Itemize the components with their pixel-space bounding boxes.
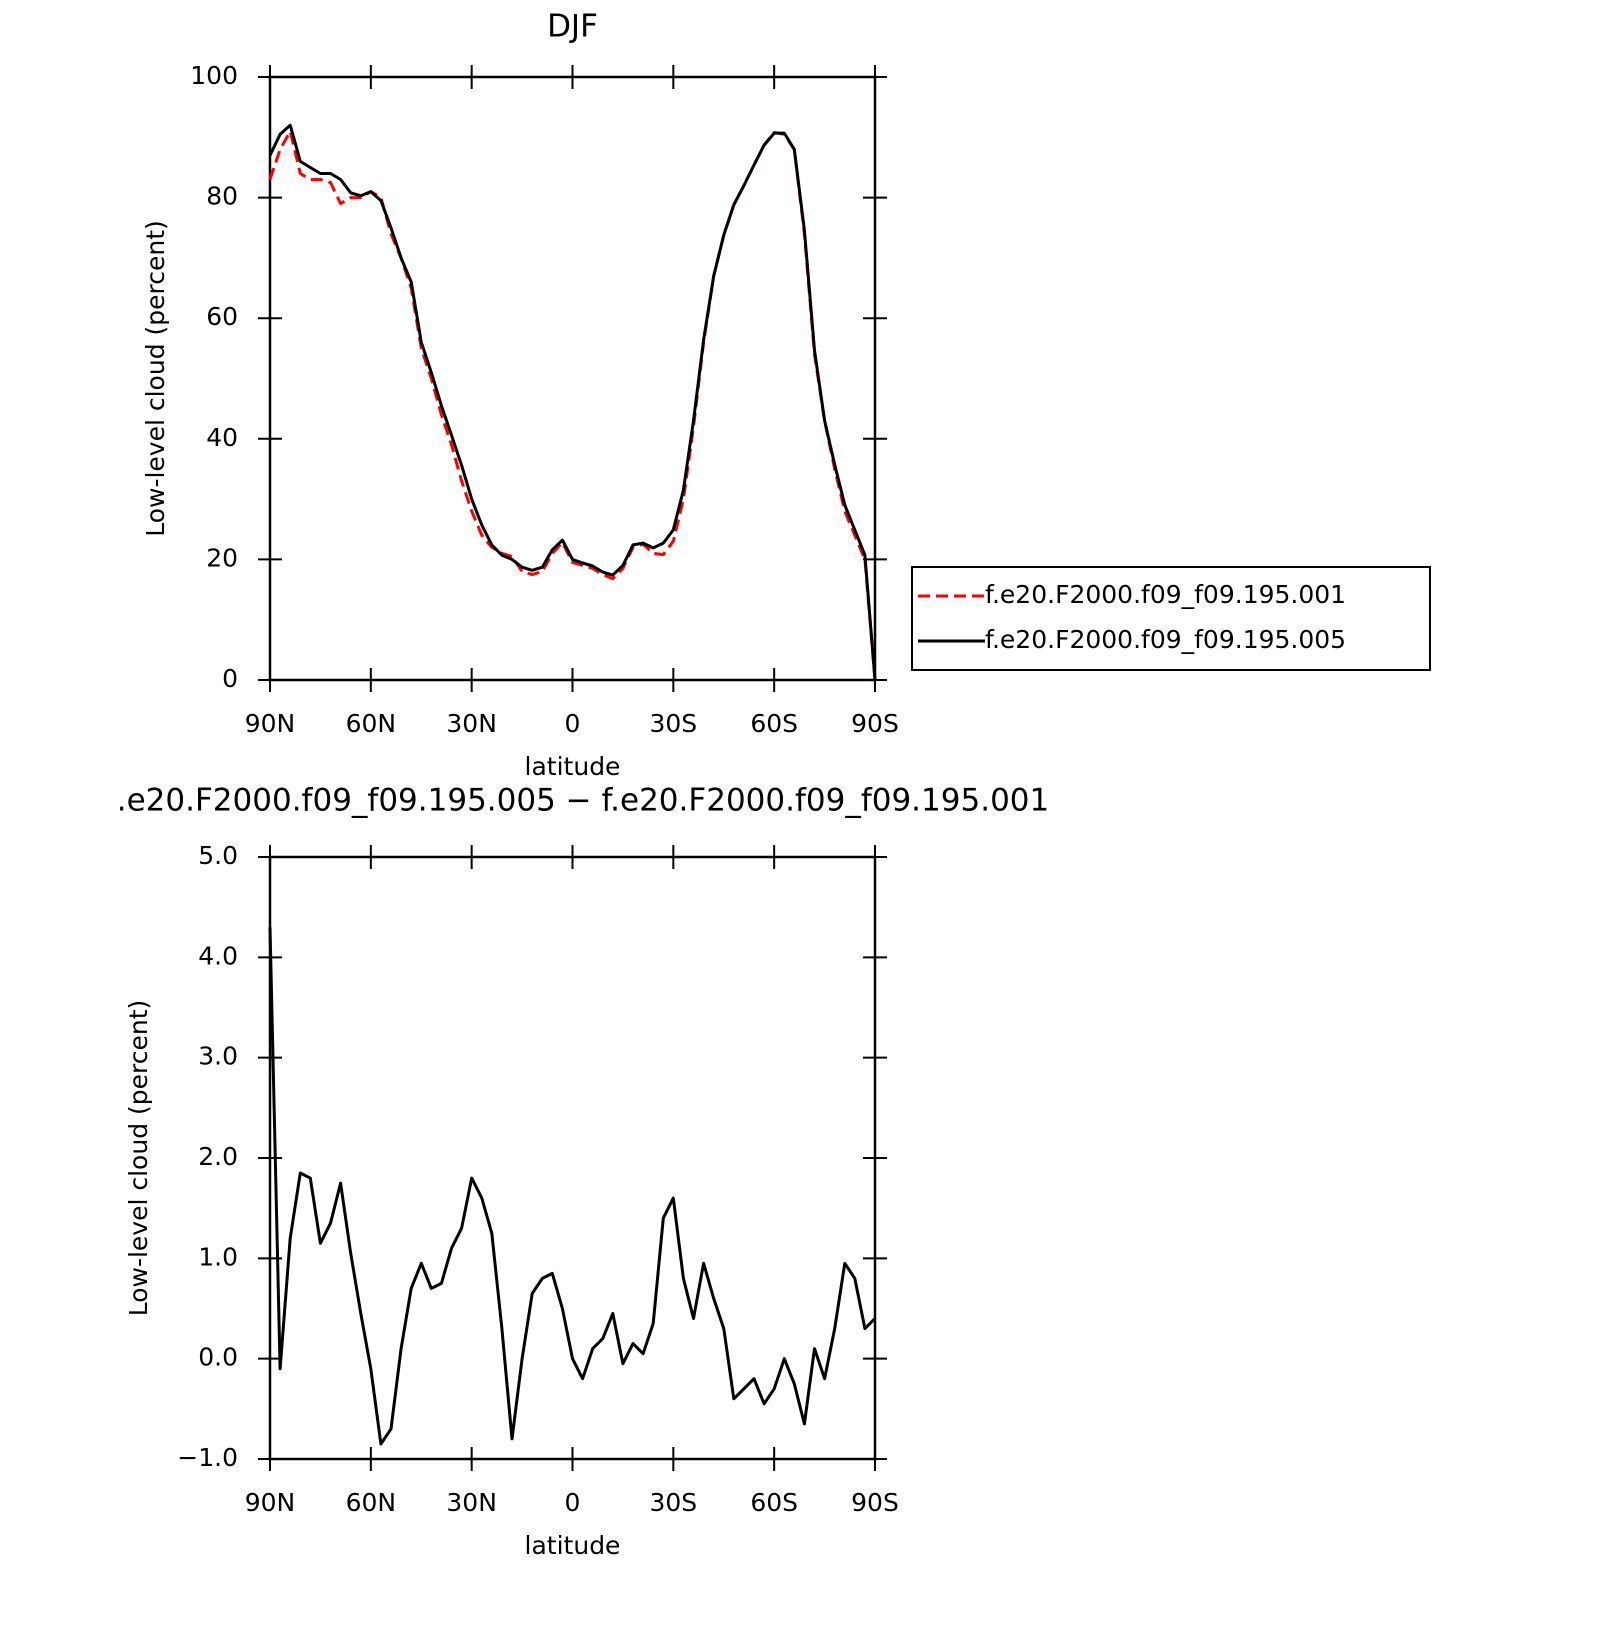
y-tick-label: 0 xyxy=(222,664,238,693)
y-axis-label: Low-level cloud (percent) xyxy=(124,1000,153,1317)
legend-box xyxy=(911,566,1431,671)
chart-title: DJF xyxy=(547,9,598,45)
y-axis-label: Low-level cloud (percent) xyxy=(141,220,170,537)
x-tick-label: 60N xyxy=(346,709,397,738)
x-tick-label: 90S xyxy=(851,709,899,738)
y-tick-label: 4.0 xyxy=(198,941,238,970)
plot-frame xyxy=(268,855,877,1461)
x-tick-label: 60S xyxy=(750,709,798,738)
series-line xyxy=(268,927,877,1446)
x-tick-label: 60N xyxy=(346,1488,397,1517)
x-tick-label: 60S xyxy=(750,1488,798,1517)
y-tick-label: 2.0 xyxy=(198,1142,238,1171)
y-tick-label: 1.0 xyxy=(198,1242,238,1271)
y-tick-label: 40 xyxy=(206,423,238,452)
x-axis-label: latitude xyxy=(525,752,621,781)
plot-frame xyxy=(268,75,877,682)
x-tick-label: 90S xyxy=(851,1488,899,1517)
x-tick-label: 30S xyxy=(649,1488,697,1517)
y-tick-label: 0.0 xyxy=(198,1343,238,1372)
x-tick-label: 0 xyxy=(565,709,581,738)
legend-label: f.e20.F2000.f09_f09.195.001 xyxy=(985,580,1346,609)
y-tick-label: 3.0 xyxy=(198,1042,238,1071)
y-tick-label: 80 xyxy=(206,182,238,211)
x-tick-label: 0 xyxy=(565,1488,581,1517)
x-axis-label: latitude xyxy=(525,1531,621,1560)
x-tick-label: 30N xyxy=(446,709,497,738)
x-tick-label: 90N xyxy=(245,709,296,738)
y-tick-label: 100 xyxy=(190,61,238,90)
series-line xyxy=(268,123,877,681)
x-tick-label: 30N xyxy=(446,1488,497,1517)
y-tick-label: 5.0 xyxy=(198,841,238,870)
legend-label: f.e20.F2000.f09_f09.195.005 xyxy=(985,625,1346,654)
y-tick-label: −1.0 xyxy=(177,1443,238,1472)
chart-title: .e20.F2000.f09_f09.195.005 − f.e20.F2000… xyxy=(117,783,1049,819)
y-tick-label: 60 xyxy=(206,302,238,331)
y-tick-label: 20 xyxy=(206,543,238,572)
series-line xyxy=(268,129,877,681)
x-tick-label: 90N xyxy=(245,1488,296,1517)
x-tick-label: 30S xyxy=(649,709,697,738)
